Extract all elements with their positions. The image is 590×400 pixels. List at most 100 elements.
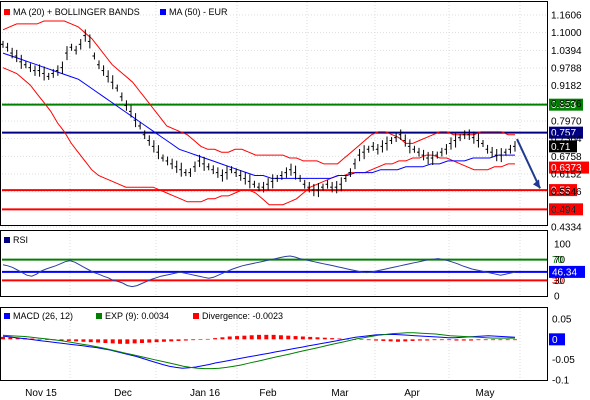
- divergence-bar: [132, 339, 137, 344]
- divergence-bar: [476, 339, 481, 341]
- divergence-bar: [293, 336, 298, 340]
- divergence-bar: [447, 339, 452, 341]
- level-tag-label: 0.853: [551, 100, 576, 111]
- x-tick-label: Dec: [114, 388, 132, 399]
- macd-zero-tag-bg: [549, 333, 565, 346]
- divergence-bar: [169, 339, 174, 342]
- level-tag-bg: [549, 126, 583, 139]
- divergence-bar: [81, 339, 86, 342]
- rsi-y-tick-label: 70: [554, 255, 566, 266]
- divergence-bar: [176, 339, 181, 341]
- legend-swatch-rsi: [4, 237, 10, 243]
- rsi-y-tick-label: 100: [554, 240, 571, 251]
- divergence-bar: [498, 339, 503, 341]
- x-axis-labels: Nov 15 Dec Jan 16 Feb Mar Apr May: [25, 388, 494, 399]
- legend-divergence-label: Divergence: -0.0023: [202, 311, 283, 321]
- level-tag-bg: [549, 203, 583, 216]
- macd-y-tick-label: -0.05: [552, 355, 575, 366]
- divergence-bar: [15, 337, 20, 340]
- x-tick-label: May: [476, 388, 495, 399]
- price-y-tick-label: 0.7970: [551, 117, 582, 128]
- divergence-bar: [417, 339, 422, 341]
- price-y-tick-label: 1.0394: [551, 46, 582, 57]
- legend-exp-label: EXP (9): 0.0034: [105, 311, 169, 321]
- grid-lines: [2, 2, 547, 380]
- forecast-arrow-head: [533, 179, 540, 189]
- divergence-bar: [366, 339, 371, 341]
- divergence-bar: [198, 339, 203, 340]
- divergence-bar: [220, 337, 225, 340]
- level-tag-bg: [549, 184, 577, 197]
- legend-macd-label: MACD (26, 12): [13, 311, 73, 321]
- divergence-bar: [88, 339, 93, 343]
- price-y-tick-label: 0.8576: [551, 99, 582, 110]
- macd-y-tick-label: -0.1: [552, 376, 570, 387]
- bollinger-lower-line: [2, 67, 515, 206]
- price-y-tick-label: 0.9788: [551, 64, 582, 75]
- divergence-bar: [403, 339, 408, 342]
- price-y-tick-label: 0.494: [551, 205, 576, 216]
- divergence-bar: [337, 338, 342, 340]
- divergence-bar: [469, 339, 474, 341]
- price-y-tick-label: 1.1000: [551, 28, 582, 39]
- divergence-bar: [278, 335, 283, 340]
- rsi-y-tick-label: 30: [554, 276, 566, 287]
- macd-line: [2, 334, 516, 369]
- divergence-bar: [322, 337, 327, 340]
- macd-legend: MACD (26, 12) EXP (9): 0.0034 Divergence…: [4, 311, 283, 321]
- divergence-bar: [74, 339, 79, 342]
- x-tick-label: Mar: [331, 388, 349, 399]
- divergence-bar: [191, 339, 196, 341]
- macd-y-tick-label: 0: [552, 335, 558, 346]
- divergence-bar: [66, 339, 71, 341]
- legend-swatch-macd: [4, 313, 10, 319]
- x-tick-label: Feb: [259, 388, 277, 399]
- ma50-line: [2, 52, 515, 179]
- rsi-level-tag-label: 70: [552, 255, 564, 266]
- divergence-bar: [235, 336, 240, 340]
- price-y-tick-label: 0.6152: [551, 170, 582, 181]
- price-y-tick-label: 0.9182: [551, 81, 582, 92]
- divergence-bar: [139, 339, 144, 343]
- level-tag-label: 0.56: [551, 186, 571, 197]
- divergence-bar: [154, 339, 159, 343]
- legend-swatch-ma50: [160, 9, 166, 15]
- price-y-tick-label: 1.1606: [551, 11, 582, 22]
- divergence-bar: [410, 339, 415, 341]
- divergence-bar: [147, 339, 152, 343]
- level-tag-bg: [549, 140, 577, 153]
- divergence-bar: [30, 338, 35, 340]
- rsi-panel-frame: [0, 230, 548, 297]
- level-tag-label: 0.494: [551, 205, 576, 216]
- divergence-bar: [308, 336, 313, 340]
- divergence-bar: [388, 339, 393, 342]
- legend-rsi-label: RSI: [13, 235, 28, 245]
- x-tick-label: Nov 15: [25, 388, 57, 399]
- price-y-tick-label: 0.7364: [551, 134, 582, 145]
- divergence-bar: [374, 339, 379, 341]
- divergence-bar: [1, 336, 5, 340]
- divergence-bar: [439, 339, 444, 341]
- divergence-bar: [381, 339, 386, 341]
- bollinger-upper-line: [2, 20, 515, 165]
- price-legend: MA (20) + BOLLINGER BANDS MA (50) - EUR: [4, 7, 228, 17]
- divergence-bar: [461, 339, 466, 341]
- divergence-bar: [257, 334, 261, 340]
- divergence-bar: [59, 339, 64, 341]
- divergence-bar: [271, 334, 276, 340]
- rsi-y-tick-label: 0: [554, 292, 560, 303]
- level-tag-label: 0.6373: [551, 163, 582, 174]
- rsi-level-tag-bg: [549, 265, 585, 278]
- divergence-bar: [118, 339, 123, 344]
- divergence-bar: [300, 336, 305, 340]
- level-tag-label: 0.71: [551, 142, 571, 153]
- divergence-bar: [125, 339, 130, 344]
- divergence-bar: [491, 339, 496, 341]
- macd-signal-line: [2, 332, 515, 370]
- divergence-bar: [37, 338, 42, 340]
- macd-layer: [1, 332, 517, 370]
- rsi-line: [2, 255, 516, 288]
- divergence-bar: [96, 339, 101, 343]
- x-tick-label: Jan 16: [190, 388, 220, 399]
